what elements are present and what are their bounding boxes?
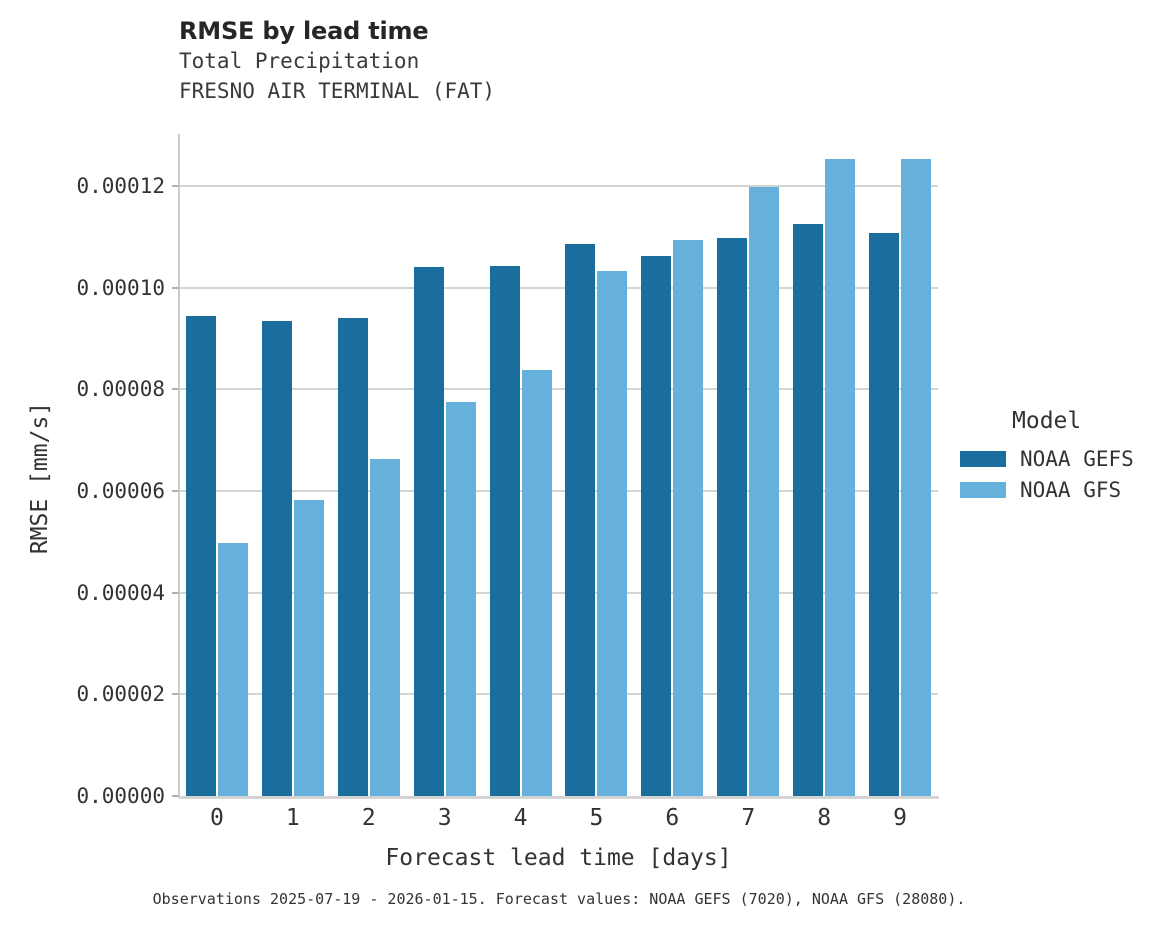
- legend-swatch-icon: [960, 481, 1006, 498]
- x-axis-tick-label: 0: [210, 805, 224, 831]
- bar[interactable]: [445, 401, 476, 796]
- bar[interactable]: [793, 223, 824, 796]
- chart-subtitle: Total Precipitation: [179, 49, 420, 73]
- x-axis-tick-label: 1: [285, 805, 300, 831]
- gridline: [179, 693, 938, 696]
- y-axis-tick-label: 0.00002: [76, 682, 165, 707]
- footer-caption: Observations 2025-07-19 - 2026-01-15. Fo…: [152, 890, 966, 908]
- title-block: RMSE by lead time Total Precipitation FR…: [179, 16, 879, 106]
- y-axis-tick-label: 0.00004: [76, 580, 165, 605]
- gridline: [179, 489, 938, 492]
- bar[interactable]: [641, 256, 672, 796]
- bar[interactable]: [337, 318, 368, 796]
- y-axis-tick-label: 0.00006: [76, 478, 165, 503]
- legend-item[interactable]: NOAA GEFS: [960, 443, 1175, 474]
- y-axis-tick-mark: [172, 184, 179, 187]
- legend-entries: NOAA GEFS NOAA GFS: [960, 443, 1175, 505]
- y-axis-tick-label: 0.00000: [76, 784, 165, 808]
- x-axis-tick-label: 2: [361, 805, 376, 831]
- legend-item-label: NOAA GEFS: [1020, 446, 1134, 471]
- bar[interactable]: [217, 543, 248, 796]
- bar[interactable]: [901, 158, 932, 796]
- y-axis-tick-mark: [172, 489, 179, 492]
- x-axis-tick-label: 8: [817, 805, 832, 831]
- x-axis-tick-label: 6: [665, 805, 680, 831]
- bar[interactable]: [717, 237, 748, 796]
- y-axis-tick-mark: [172, 591, 179, 594]
- bar[interactable]: [413, 267, 444, 796]
- y-axis-tick-marks: [0, 135, 180, 797]
- page-title: RMSE by lead time: [179, 17, 429, 45]
- y-axis-tick-label: 0.00010: [76, 275, 165, 300]
- bar[interactable]: [369, 458, 400, 796]
- gridline: [179, 388, 938, 391]
- y-axis-tick-mark: [172, 795, 179, 797]
- y-axis-tick-mark: [172, 286, 179, 289]
- x-axis-tick-label: 3: [437, 805, 452, 831]
- y-axis-tick-label: 0.00012: [76, 173, 165, 198]
- legend: Model NOAA GEFS NOAA GFS: [960, 408, 1175, 505]
- bar[interactable]: [489, 266, 520, 796]
- gridline: [179, 184, 938, 187]
- bar[interactable]: [521, 369, 552, 796]
- x-axis-tick-label: 5: [589, 805, 604, 831]
- bar[interactable]: [293, 500, 324, 796]
- x-axis-tick-label: 9: [893, 805, 907, 831]
- x-axis-tick-labels: 0 1 2 3 4 5 6 7 8 9: [179, 805, 938, 845]
- x-axis-tick-label: 7: [741, 805, 756, 831]
- y-axis-title: RMSE [mm/s]: [27, 401, 53, 555]
- chart-station-subtitle: FRESNO AIR TERMINAL (FAT): [179, 79, 496, 103]
- y-axis-tick-mark: [172, 693, 179, 696]
- y-axis-tick-mark: [172, 388, 179, 391]
- bar[interactable]: [869, 232, 900, 796]
- bar[interactable]: [185, 315, 216, 796]
- bar[interactable]: [261, 320, 292, 796]
- bar[interactable]: [597, 270, 628, 796]
- legend-item[interactable]: NOAA GFS: [960, 474, 1175, 505]
- bar[interactable]: [825, 158, 856, 796]
- plot-area: [179, 135, 938, 796]
- gridline: [179, 286, 938, 289]
- y-axis-tick-label: 0.00008: [76, 377, 165, 402]
- x-axis-title: Forecast lead time [days]: [385, 845, 732, 871]
- gridline: [179, 591, 938, 594]
- legend-swatch-icon: [960, 450, 1006, 467]
- legend-item-label: NOAA GFS: [1020, 477, 1122, 502]
- y-axis-line: [178, 134, 180, 798]
- legend-title: Model: [1012, 408, 1082, 434]
- x-axis-line: [179, 796, 939, 799]
- x-axis-tick-label: 4: [513, 805, 528, 831]
- bar[interactable]: [673, 240, 704, 796]
- y-axis-tick-labels: 0.00000 0.00002 0.00004 0.00006 0.00008 0.000…: [0, 135, 165, 808]
- bar[interactable]: [565, 244, 596, 796]
- bar[interactable]: [749, 186, 780, 796]
